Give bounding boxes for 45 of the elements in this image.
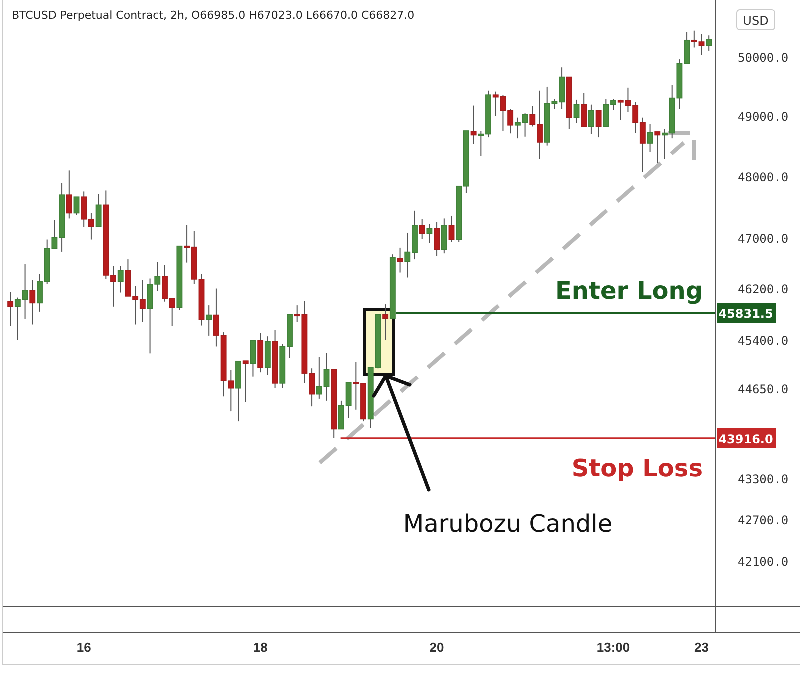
candlestick xyxy=(596,110,602,138)
candlestick xyxy=(30,280,36,326)
y-axis-title: USD xyxy=(743,14,769,28)
y-tick-label: 42700.0 xyxy=(738,513,789,528)
candlestick xyxy=(588,104,594,135)
candlestick xyxy=(8,292,14,327)
candlestick xyxy=(426,224,433,244)
y-tick-label: 49000.0 xyxy=(738,110,789,124)
text: 45831.5 xyxy=(718,307,774,322)
candlestick xyxy=(448,215,455,243)
candlestick xyxy=(206,305,212,336)
candlestick xyxy=(647,124,654,153)
text: BTCUSD Perpetual Contract, 2h, O66985.0 H67023.0 L66670.0 C66827.0 xyxy=(12,9,415,22)
candlestick xyxy=(74,196,80,216)
y-tick-label: 44650.0 xyxy=(738,382,789,397)
candlestick xyxy=(382,304,389,341)
candlestick xyxy=(434,222,440,257)
candlestick xyxy=(250,340,256,378)
candlestick xyxy=(419,218,426,240)
y-tick-label: 46200.0 xyxy=(738,282,789,297)
candlestick xyxy=(66,170,72,220)
candlestick xyxy=(574,99,580,124)
candlestick xyxy=(96,194,102,228)
ref-line-label: Enter Long xyxy=(556,277,703,306)
candlestick xyxy=(706,35,712,52)
y-tick-label: 50000.0 xyxy=(738,50,789,65)
text: 43916.0 xyxy=(718,432,774,446)
candlestick xyxy=(118,266,124,294)
candlestick xyxy=(397,247,404,274)
y-tick-label: 48000.0 xyxy=(738,170,789,185)
annotation: Marubozu Candle xyxy=(403,510,613,538)
x-tick-label: 18 xyxy=(253,640,268,656)
x-tick-label: 23 xyxy=(694,640,709,656)
candlestick xyxy=(470,105,477,145)
candlestick xyxy=(654,131,661,164)
y-tick-label: 45400.0 xyxy=(738,334,789,348)
x-tick-label: 16 xyxy=(76,640,92,656)
candlestick xyxy=(242,360,249,403)
y-tick-label: 42100.0 xyxy=(738,554,789,569)
x-tick-label: 13:00 xyxy=(596,640,630,656)
x-tick-label: 20 xyxy=(430,640,444,656)
candlestick xyxy=(581,92,588,128)
y-tick-label: 47000.0 xyxy=(738,232,789,246)
y-tick-label: 43300.0 xyxy=(738,472,789,487)
ref-line-label: Stop Loss xyxy=(572,454,703,482)
